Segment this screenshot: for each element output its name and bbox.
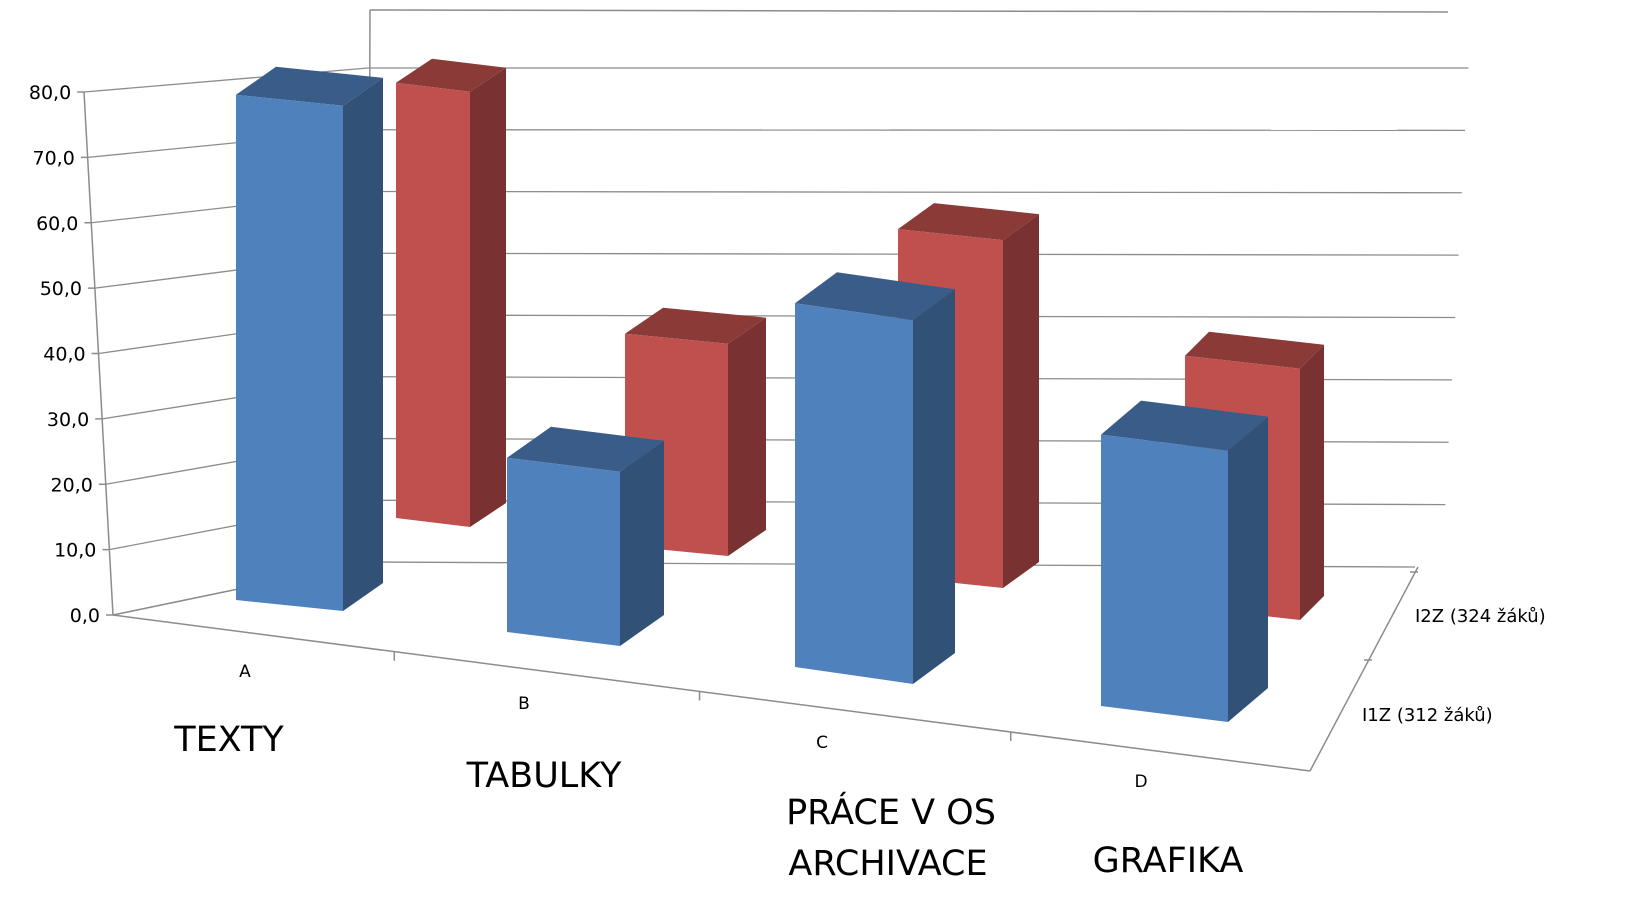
bar-side <box>913 289 955 684</box>
bar-side <box>343 77 383 612</box>
bar-top <box>396 58 506 92</box>
y-tick-label: 50,0 <box>40 278 82 300</box>
x-tick-label: C <box>816 733 828 753</box>
x-tick-label: B <box>518 694 530 714</box>
bar-top <box>1185 331 1324 369</box>
bar-top <box>1101 400 1268 451</box>
bar-front <box>396 82 470 528</box>
labels: A B C D I1Z (312 žáků) I2Z (324 žáků) TEXTY TAB… <box>173 606 1546 884</box>
y-axis: 0,0 10,0 20,0 30,0 40,0 50,0 60,0 70,0 80,0 <box>29 82 114 627</box>
bar-side <box>1300 344 1324 620</box>
bar-front <box>507 457 620 646</box>
bar-i1z-d <box>1101 400 1268 722</box>
back-wall-top-edge <box>369 9 1449 13</box>
y-tick-label: 0,0 <box>70 605 100 627</box>
y-axis-line <box>83 91 114 616</box>
back-gridline <box>367 129 1466 132</box>
bar-i2z-a <box>396 58 506 528</box>
bar-top <box>236 66 383 106</box>
category-note: GRAFIKA <box>1093 841 1244 881</box>
bar-top <box>898 203 1039 241</box>
y-tick-label: 10,0 <box>54 540 96 562</box>
bar-side <box>1228 416 1268 722</box>
bars <box>236 58 1324 722</box>
y-tick-label: 60,0 <box>36 213 78 235</box>
bar-i1z-b <box>507 426 664 646</box>
series-label: I2Z (324 žáků) <box>1415 606 1546 627</box>
bar-side <box>728 317 766 556</box>
series-label: I1Z (312 žáků) <box>1362 705 1493 726</box>
category-note: PRÁCE V OS <box>786 791 996 833</box>
category-note: TEXTY <box>173 720 284 760</box>
depth-axis-line <box>1309 566 1419 772</box>
bar-front <box>795 303 913 684</box>
y-tick-label: 40,0 <box>43 344 85 366</box>
bar-side <box>470 67 506 528</box>
x-tick-label: A <box>239 662 251 682</box>
back-gridline <box>367 190 1462 194</box>
bar-front <box>236 94 343 612</box>
x-tick-label: D <box>1134 772 1147 792</box>
y-tick-label: 70,0 <box>32 147 74 169</box>
y-tick-label: 30,0 <box>47 409 89 431</box>
category-note: ARCHIVACE <box>788 844 987 884</box>
y-tick-label: 20,0 <box>50 474 92 496</box>
category-note: TABULKY <box>466 756 622 796</box>
bar-top <box>795 272 955 321</box>
bar-side <box>620 440 664 646</box>
x-axis-line <box>112 614 1311 772</box>
y-tick-label: 80,0 <box>29 82 71 104</box>
bar-i1z-a <box>236 66 383 612</box>
bar-top <box>625 307 766 344</box>
bar-side <box>1003 214 1039 588</box>
bar-top <box>507 426 664 472</box>
bar-i1z-c <box>795 272 955 684</box>
bar-front <box>1101 434 1228 722</box>
